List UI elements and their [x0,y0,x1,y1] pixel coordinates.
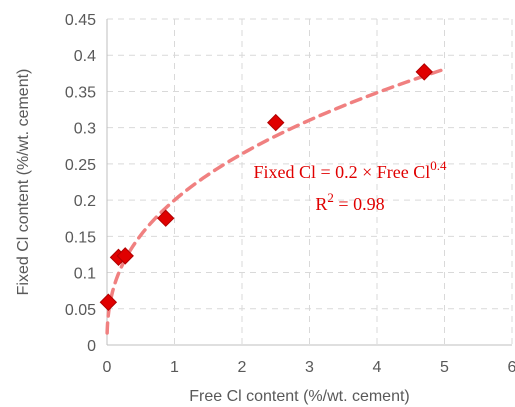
y-tick-label: 0.45 [65,12,96,29]
data-point [99,293,118,311]
y-tick-label: 0 [87,338,96,355]
x-axis-title: Free Cl content (%/wt. cement) [189,388,410,405]
y-tick-label: 0.3 [74,121,96,138]
x-tick-label: 5 [440,359,449,376]
x-tick-label: 3 [305,359,314,376]
trendline [105,67,447,335]
y-tick-label: 0.15 [65,229,96,246]
y-tick-label: 0.1 [74,266,96,283]
data-point [415,63,433,81]
y-tick-label: 0.25 [65,157,96,174]
x-tick-label: 1 [170,359,179,376]
y-tick-label: 0.05 [65,302,96,319]
x-tick-labels: 0 1 2 3 4 5 6 [103,359,515,376]
equation-exponent: 0.4 [430,158,447,173]
r-squared-value: = 0.98 [334,194,385,214]
data-points [99,63,433,311]
y-tick-labels: 0 0.05 0.1 0.15 0.2 0.25 0.3 0.35 0.4 0.45 [65,12,96,355]
equation-text: Fixed Cl = 0.2 × Free Cl [253,162,430,182]
axes [106,19,512,346]
y-axis-title: Fixed Cl content (%/wt. cement) [15,69,32,296]
x-tick-label: 2 [238,359,247,376]
r-squared-superscript: 2 [327,190,334,205]
x-tick-label: 4 [373,359,382,376]
y-tick-label: 0.35 [65,84,96,101]
y-tick-label: 0.2 [74,193,96,210]
equation-annotation: Fixed Cl = 0.2 × Free Cl0.4 [253,158,447,182]
r-squared-annotation: R2 = 0.98 [315,190,384,214]
y-tick-label: 0.4 [74,48,96,65]
data-point [267,113,285,132]
x-tick-label: 0 [103,359,112,376]
grid [107,18,513,345]
data-point [157,209,175,227]
r-squared-symbol: R [315,194,327,214]
x-tick-label: 6 [508,359,515,376]
data-point [116,247,134,265]
